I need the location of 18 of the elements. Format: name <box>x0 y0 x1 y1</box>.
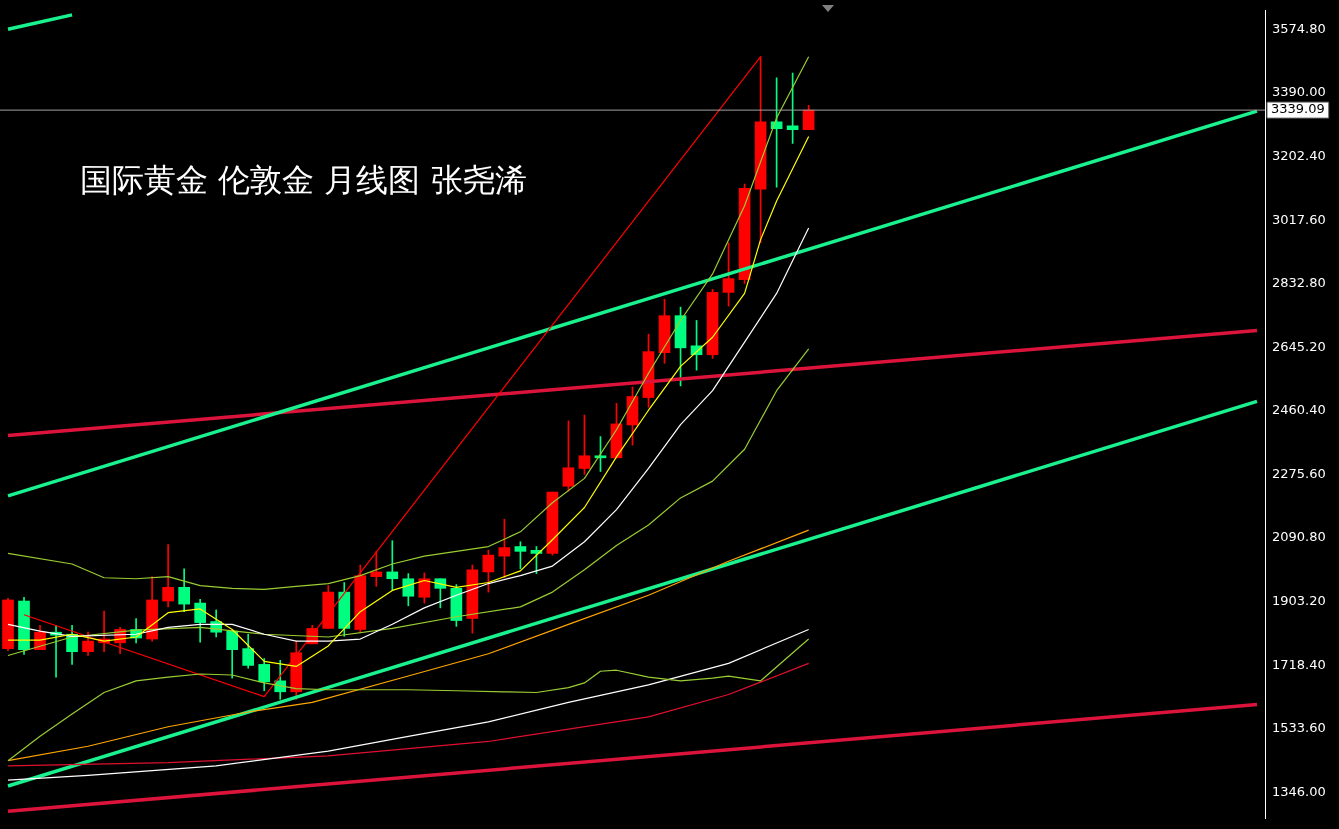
text: 国际黄金 伦敦金 月线图 张尧浠 <box>80 161 527 200</box>
y-tick-label: 2460.40 <box>1272 402 1326 418</box>
y-tick-label: 1718.40 <box>1272 656 1326 672</box>
candlestick <box>162 544 174 608</box>
y-tick-label: 3390.00 <box>1272 84 1326 100</box>
y-tick-label: 1533.60 <box>1272 719 1326 735</box>
y-tick-label: 2275.60 <box>1272 465 1326 481</box>
candlestick <box>386 540 399 591</box>
y-tick-label: 3202.40 <box>1272 148 1326 164</box>
ref-line-label: 3339.09 <box>1271 101 1325 117</box>
y-tick-label: 3017.60 <box>1272 211 1326 227</box>
y-tick-label: 2832.80 <box>1272 274 1326 290</box>
candlestick <box>370 551 383 587</box>
y-tick-label: 1903.20 <box>1272 593 1326 609</box>
y-tick-label: 1346.00 <box>1272 784 1326 800</box>
y-tick-label: 2090.80 <box>1272 529 1326 545</box>
y-tick-label: 3574.80 <box>1272 20 1326 36</box>
y-tick-label: 2645.20 <box>1272 339 1326 355</box>
